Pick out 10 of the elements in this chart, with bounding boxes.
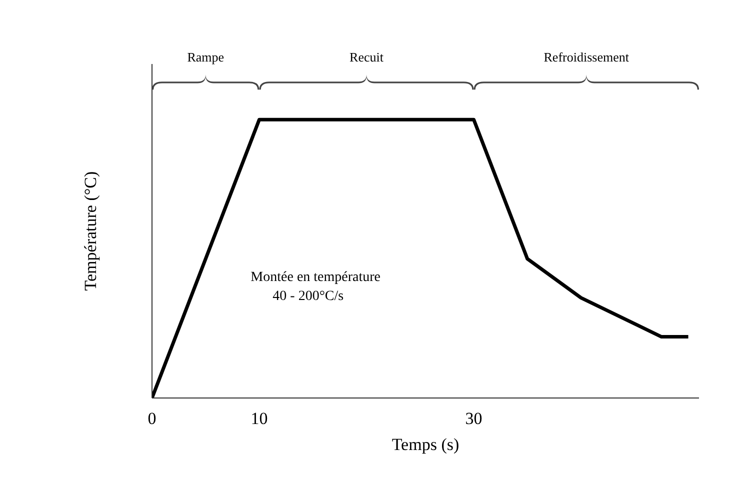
x-tick-label: 30	[465, 409, 482, 428]
y-axis-title: Température (°C)	[81, 171, 100, 291]
text: Rampe	[187, 50, 224, 65]
x-tick-label: 0	[148, 409, 156, 428]
x-tick-label: 10	[250, 409, 268, 428]
text: Refroidissement	[544, 50, 630, 65]
x-axis-title: Temps (s)	[392, 435, 460, 454]
annotation: 40 - 200°C/s	[272, 289, 344, 304]
annotation: Montée en température	[250, 270, 381, 286]
text: Recuit	[350, 50, 384, 65]
